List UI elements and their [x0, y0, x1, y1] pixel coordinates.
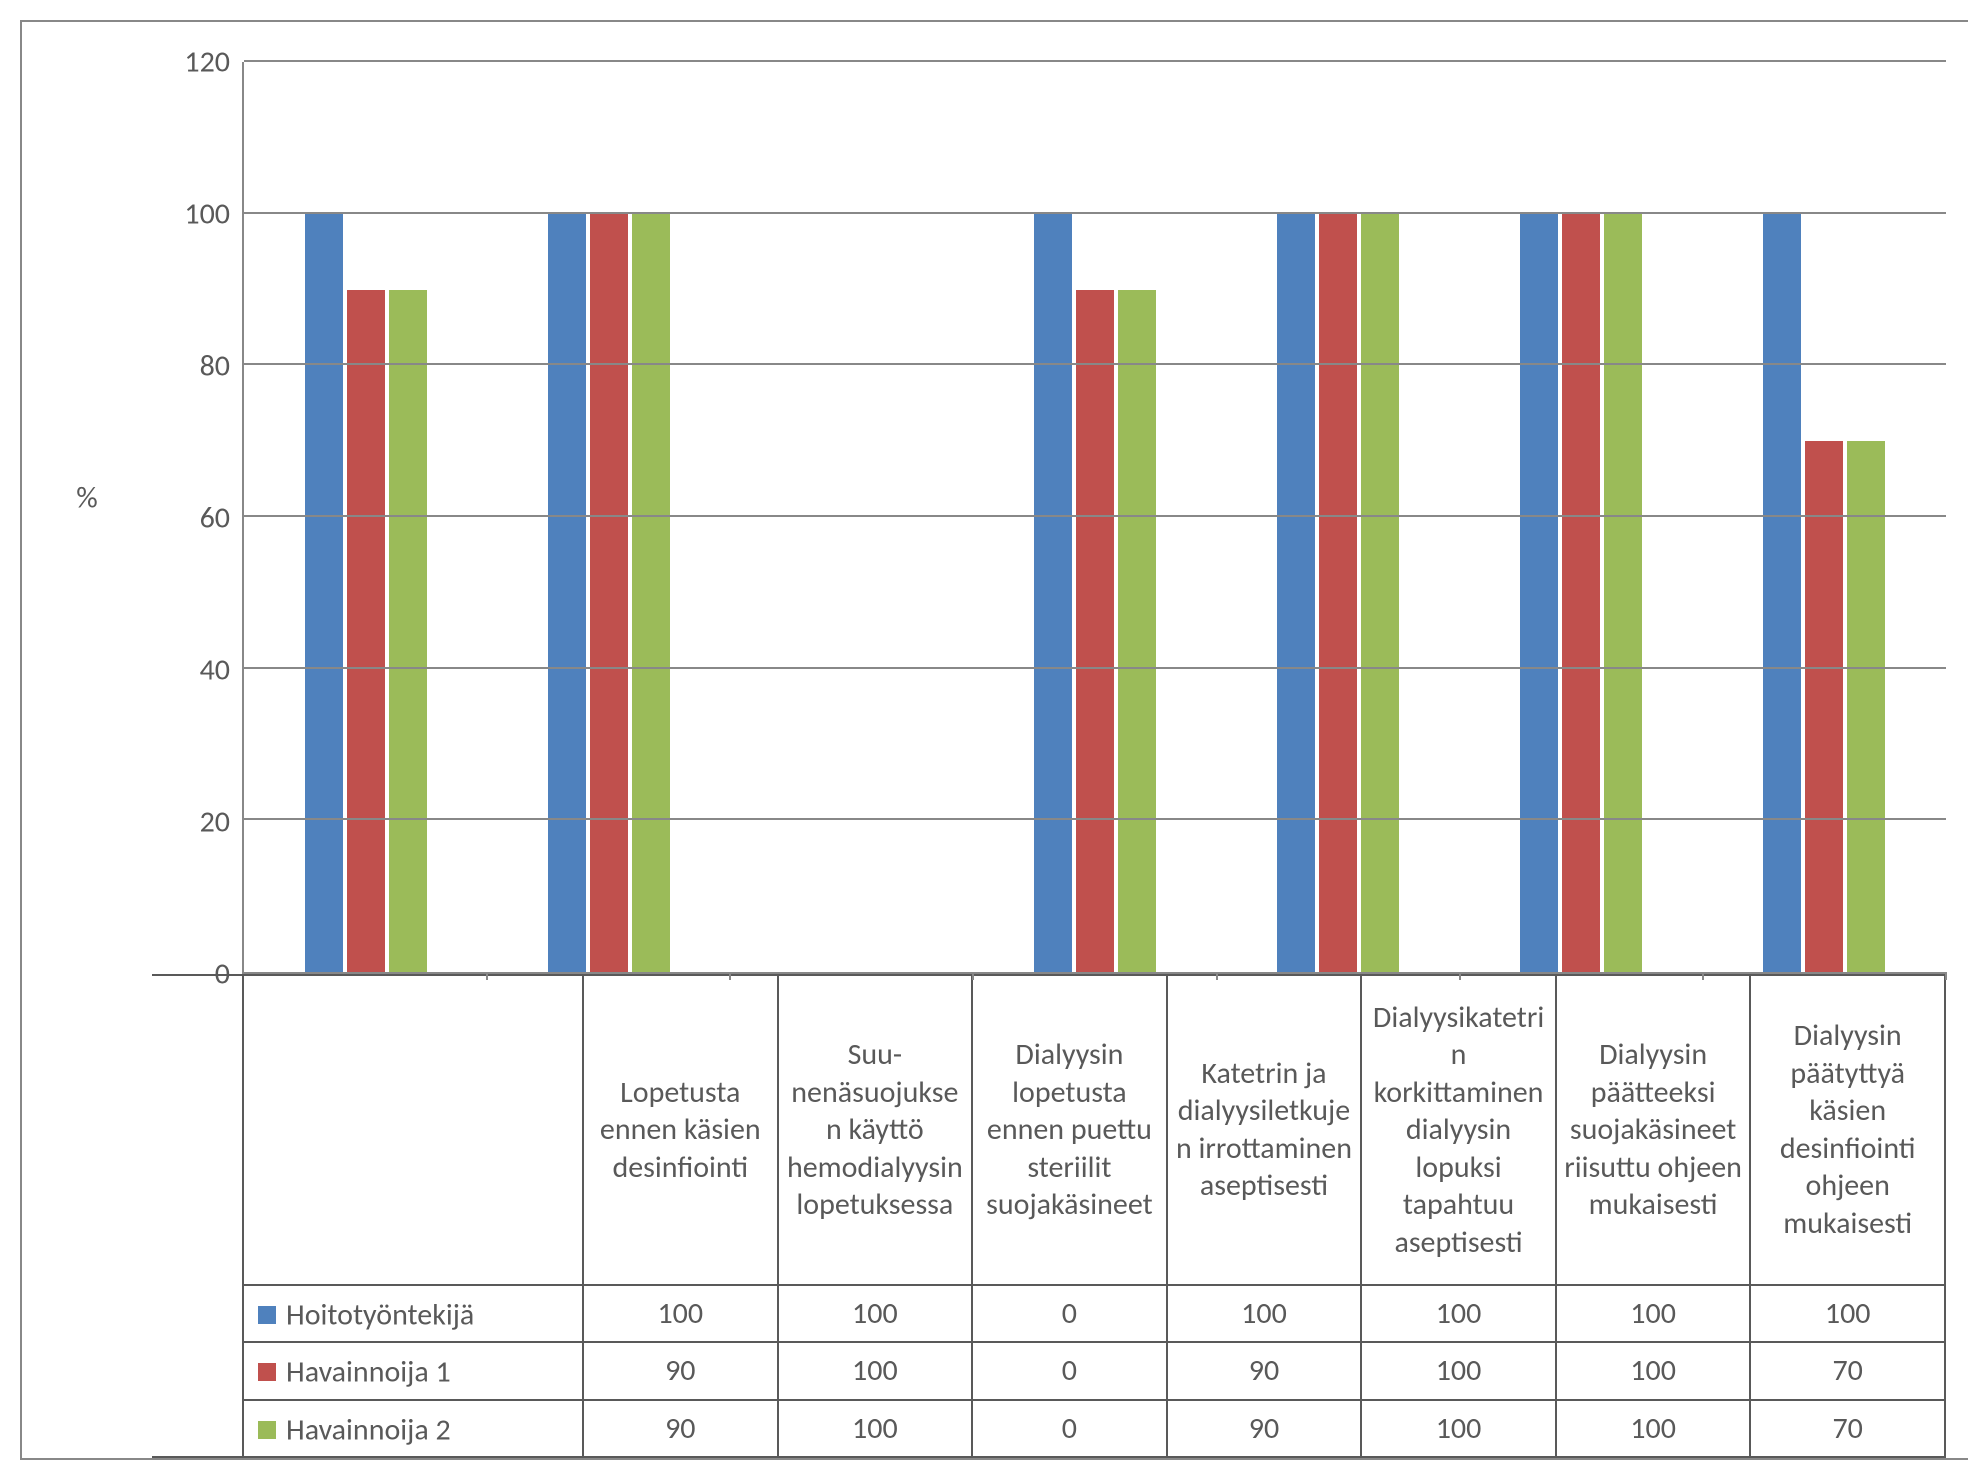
- table-row: Hoitotyöntekijä1001000100100100100: [243, 1285, 1945, 1342]
- x-tick: [1459, 972, 1461, 980]
- category-header: Katetrin ja dialyysiletkujen irrottamine…: [1167, 975, 1362, 1285]
- category-header: Dialyysin lopetusta ennen puettu steriil…: [972, 975, 1167, 1285]
- legend-cell: Havainnoija 2: [243, 1400, 583, 1457]
- bar: [1118, 290, 1156, 972]
- y-tick: 120: [184, 44, 230, 81]
- bar: [632, 214, 670, 972]
- gridline: [244, 363, 1946, 365]
- table-corner: [243, 975, 583, 1285]
- x-tick: [729, 972, 731, 980]
- value-cell: 90: [583, 1342, 778, 1399]
- bar: [347, 290, 385, 972]
- bar: [1034, 214, 1072, 972]
- bar: [1520, 214, 1558, 972]
- x-tick: [1702, 972, 1704, 980]
- x-tick: [972, 972, 974, 980]
- value-cell: 100: [1750, 1285, 1945, 1342]
- bar: [1277, 214, 1315, 972]
- legend-cell: Havainnoija 1: [243, 1342, 583, 1399]
- category-slot: [1460, 62, 1703, 972]
- value-cell: 100: [778, 1400, 973, 1457]
- value-cell: 100: [583, 1285, 778, 1342]
- plot-row: % 020406080100120: [22, 22, 1968, 974]
- bar: [548, 214, 586, 972]
- bar: [1076, 290, 1114, 972]
- plot-zone: 020406080100120: [152, 22, 1968, 974]
- value-cell: 100: [1361, 1285, 1556, 1342]
- plot-area: [242, 62, 1946, 974]
- chart-container: % 0 20 40 60 80 100 120 Lopetusta ennen käsien…: [20, 20, 1968, 1460]
- legend-swatch: [258, 1421, 276, 1439]
- gridline: [244, 515, 1946, 517]
- bar: [590, 214, 628, 972]
- data-table: Lopetusta ennen käsien desinfiointiSuu-n…: [242, 974, 1946, 1458]
- y-tick: 0: [215, 955, 230, 992]
- bar: [1763, 214, 1801, 972]
- table-row: Havainnoija 29010009010010070: [243, 1400, 1945, 1457]
- category-slot: [730, 62, 973, 972]
- legend-label: Havainnoija 2: [286, 1411, 451, 1448]
- gridline: [244, 818, 1946, 820]
- ylabel-zone: %: [22, 22, 152, 974]
- x-tick: [1945, 972, 1947, 980]
- bar: [1319, 214, 1357, 972]
- data-table-gutter: [152, 974, 242, 1458]
- y-tick: 40: [200, 651, 230, 688]
- value-cell: 0: [972, 1342, 1167, 1399]
- value-cell: 100: [1167, 1285, 1362, 1342]
- y-tick: 80: [200, 348, 230, 385]
- value-cell: 70: [1750, 1342, 1945, 1399]
- category-header: Dialyysin päätteeksi suojakäsineet riisu…: [1556, 975, 1751, 1285]
- bars-layer: [244, 62, 1946, 972]
- value-cell: 90: [1167, 1400, 1362, 1457]
- value-cell: 100: [778, 1285, 973, 1342]
- category-header: Lopetusta ennen käsien desinfiointi: [583, 975, 778, 1285]
- legend-label: Havainnoija 1: [286, 1354, 451, 1391]
- legend-cell: Hoitotyöntekijä: [243, 1285, 583, 1342]
- category-header: Suu-nenäsuojuksen käyttö hemodialyysin l…: [778, 975, 973, 1285]
- bar: [1604, 214, 1642, 972]
- value-cell: 100: [1556, 1400, 1751, 1457]
- value-cell: 100: [1556, 1285, 1751, 1342]
- value-cell: 90: [1167, 1342, 1362, 1399]
- value-cell: 100: [778, 1342, 973, 1399]
- value-cell: 70: [1750, 1400, 1945, 1457]
- y-tick: 100: [184, 196, 230, 233]
- bar: [1805, 441, 1843, 972]
- legend-swatch: [258, 1306, 276, 1324]
- category-header: Dialyysin päätyttyä käsien desinfiointi …: [1750, 975, 1945, 1285]
- legend-swatch: [258, 1363, 276, 1381]
- x-tick: [486, 972, 488, 980]
- category-header: Dialyysikatetrin korkittaminen dialyysin…: [1361, 975, 1556, 1285]
- data-table-wrapper: Lopetusta ennen käsien desinfiointiSuu-n…: [22, 974, 1968, 1458]
- y-axis-label: %: [76, 479, 97, 516]
- legend-label: Hoitotyöntekijä: [286, 1296, 474, 1333]
- value-cell: 90: [583, 1400, 778, 1457]
- table-row: Havainnoija 19010009010010070: [243, 1342, 1945, 1399]
- bar: [1562, 214, 1600, 972]
- value-cell: 100: [1361, 1400, 1556, 1457]
- value-cell: 100: [1361, 1342, 1556, 1399]
- value-cell: 0: [972, 1285, 1167, 1342]
- category-slot: [1217, 62, 1460, 972]
- bar: [1847, 441, 1885, 972]
- category-slot: [1703, 62, 1946, 972]
- y-tick: 60: [200, 499, 230, 536]
- y-ticks: 020406080100120: [152, 62, 242, 974]
- x-tick: [1216, 972, 1218, 980]
- y-tick: 20: [200, 803, 230, 840]
- value-cell: 0: [972, 1400, 1167, 1457]
- category-slot: [973, 62, 1216, 972]
- category-slot: [244, 62, 487, 972]
- gridline: [244, 212, 1946, 214]
- bar: [305, 214, 343, 972]
- bar: [1361, 214, 1399, 972]
- value-cell: 100: [1556, 1342, 1751, 1399]
- bar: [389, 290, 427, 972]
- gridline: [244, 667, 1946, 669]
- category-slot: [487, 62, 730, 972]
- gridline: [244, 60, 1946, 62]
- chart-layout: % 0 20 40 60 80 100 120 Lopetusta ennen käsien…: [22, 22, 1968, 1458]
